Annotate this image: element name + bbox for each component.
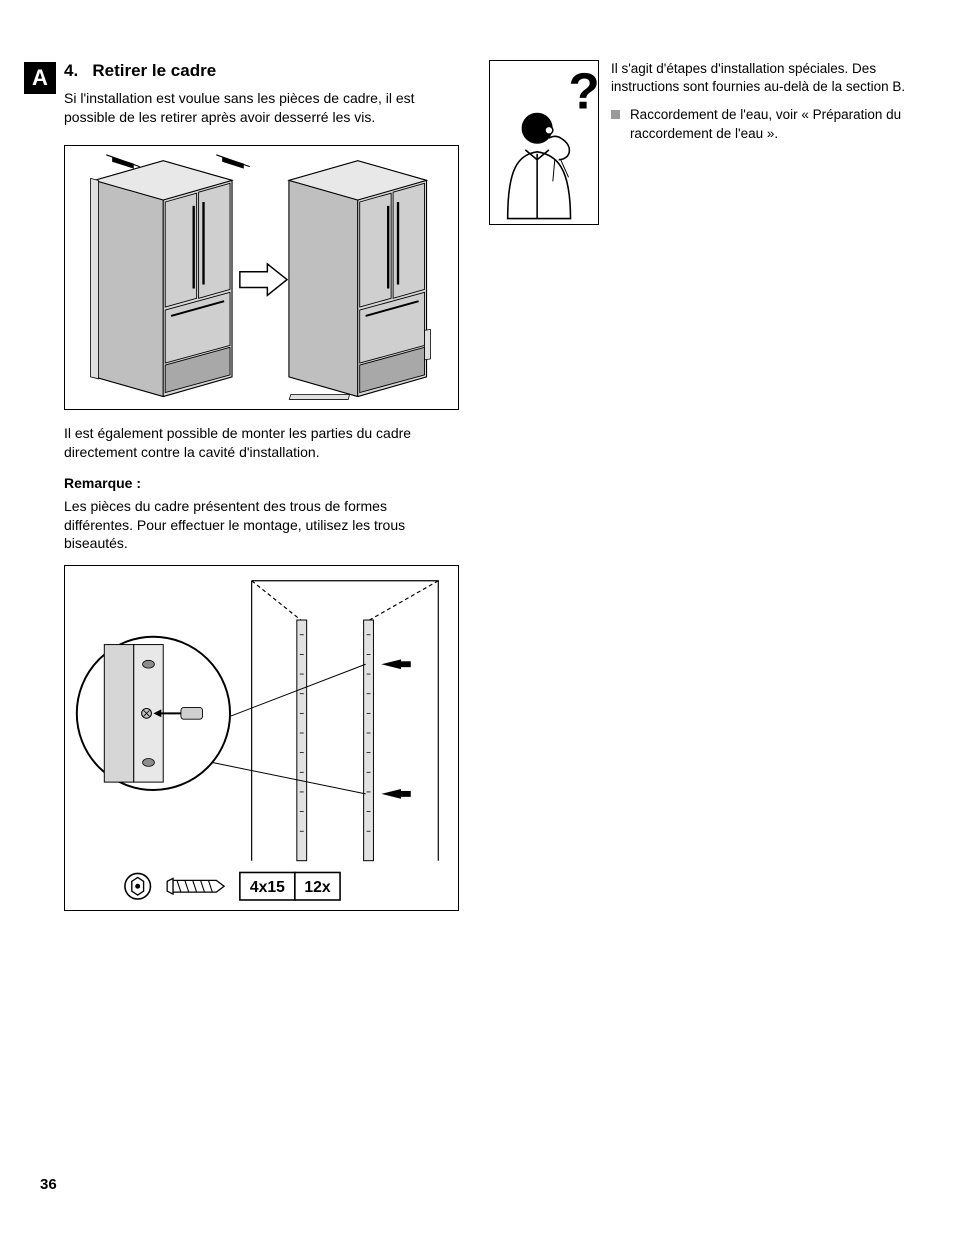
left-column: A 4. Retirer le cadre Si l'installation … — [24, 60, 459, 925]
section-header: A 4. Retirer le cadre Si l'installation … — [24, 60, 459, 139]
right-column: ? — [489, 60, 914, 925]
square-bullet-icon — [611, 110, 620, 119]
remark-body: Les pièces du cadre présentent des trous… — [64, 497, 459, 554]
bullet-text: Raccordement de l'eau, voir « Préparatio… — [630, 106, 914, 142]
right-intro: Il s'agit d'étapes d'installation spécia… — [611, 60, 914, 96]
bullet-item: Raccordement de l'eau, voir « Préparatio… — [611, 106, 914, 142]
figure-remove-frame — [64, 145, 459, 410]
figure-question-person: ? — [489, 60, 599, 225]
screw-count-text: 12x — [304, 879, 330, 896]
svg-text:?: ? — [568, 63, 597, 120]
page-number: 36 — [40, 1175, 57, 1195]
section-badge: A — [24, 62, 56, 94]
figure-frame-mounting: 4x15 12x — [64, 565, 459, 911]
section-intro: Si l'installation est voulue sans les pi… — [64, 89, 459, 127]
remark-label: Remarque : — [64, 474, 459, 493]
after-fig1-text: Il est également possible de monter les … — [64, 424, 459, 462]
screw-size-text: 4x15 — [250, 879, 285, 896]
section-title: 4. Retirer le cadre — [64, 60, 459, 83]
